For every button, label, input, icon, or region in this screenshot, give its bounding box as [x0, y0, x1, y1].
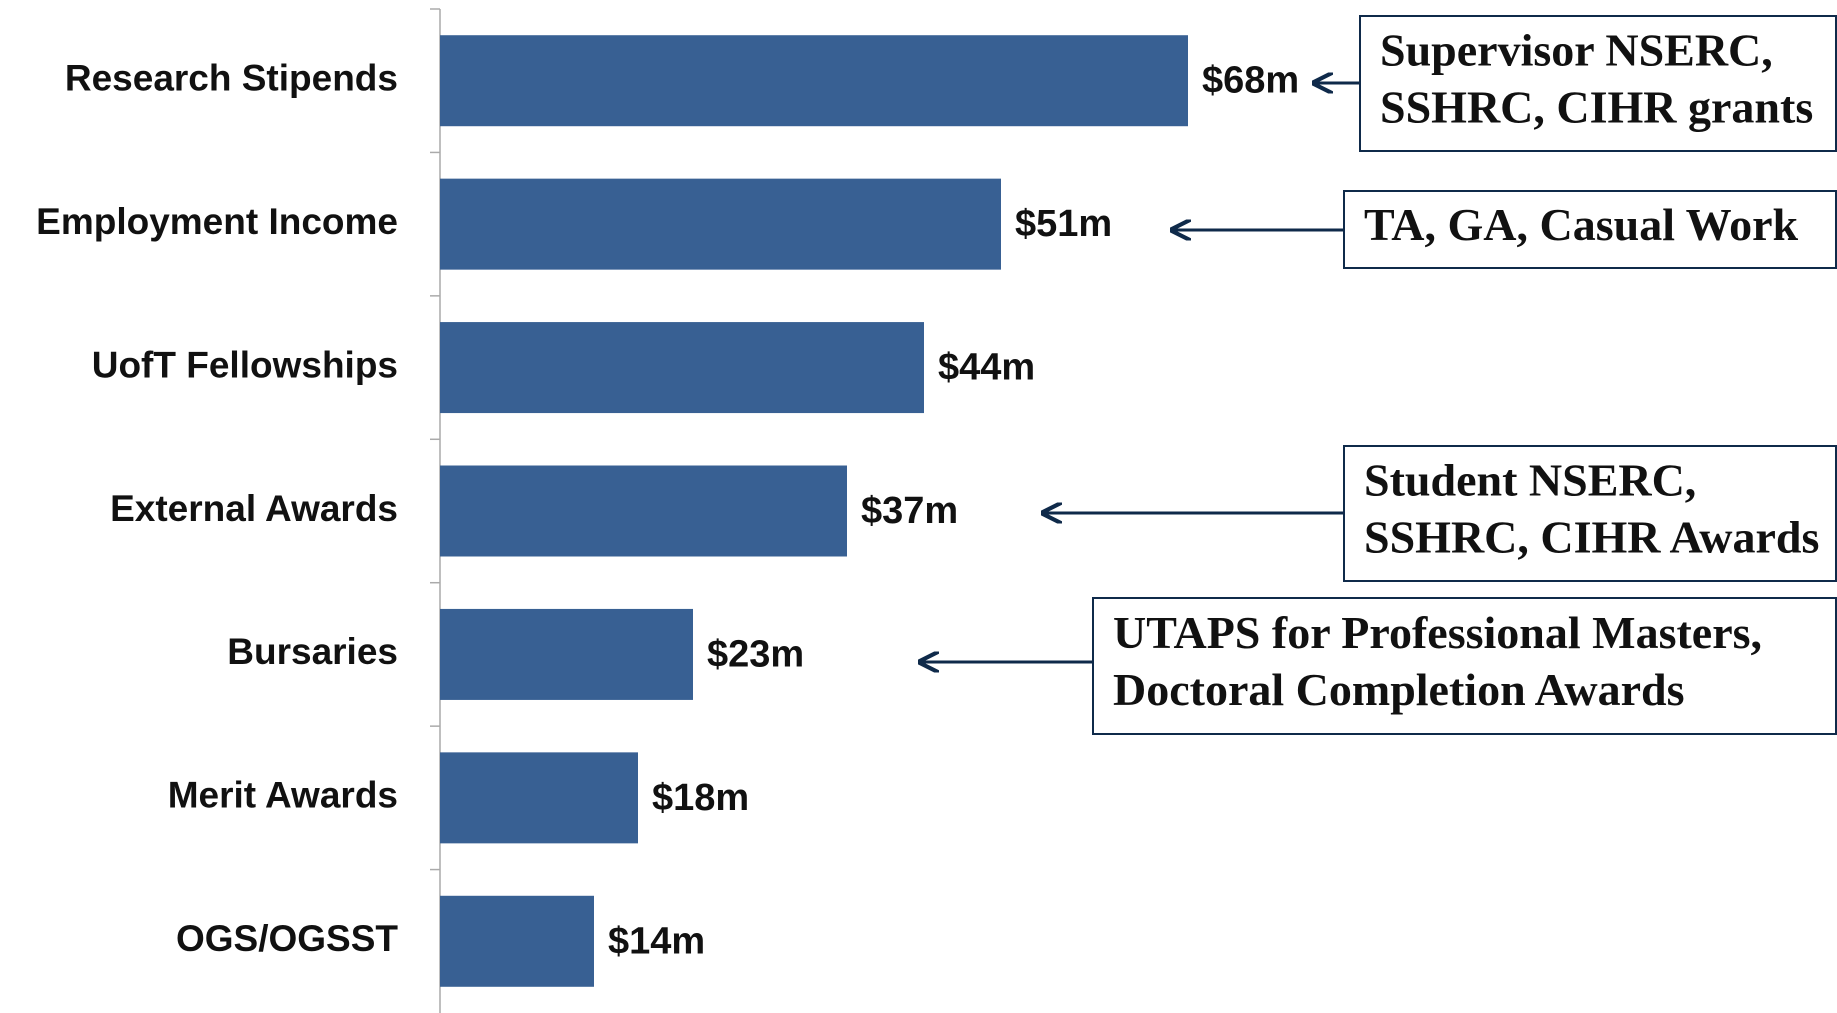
value-label: $44m: [938, 347, 1035, 389]
category-label: UofT Fellowships: [92, 344, 398, 385]
annotation-text: SSHRC, CIHR Awards: [1364, 512, 1819, 563]
annotation-text: Supervisor NSERC,: [1380, 25, 1773, 76]
annotation-box: [1092, 597, 1837, 735]
value-label: $68m: [1202, 60, 1299, 102]
value-label: $23m: [707, 633, 804, 675]
category-label: OGS/OGSST: [176, 918, 398, 959]
category-label: Merit Awards: [168, 775, 398, 816]
bar: [440, 35, 1188, 127]
annotation-text: Student NSERC,: [1364, 455, 1696, 506]
category-label: Bursaries: [227, 631, 398, 672]
value-label: $51m: [1015, 203, 1112, 245]
annotation-text: SSHRC, CIHR grants: [1380, 82, 1813, 133]
category-label: Research Stipends: [65, 57, 398, 98]
bar: [440, 322, 924, 414]
category-label: Employment Income: [36, 201, 398, 242]
annotation-text: TA, GA, Casual Work: [1364, 199, 1799, 250]
annotation-text: UTAPS for Professional Masters,: [1113, 607, 1762, 658]
value-label: $14m: [608, 920, 705, 962]
category-label: External Awards: [110, 488, 398, 529]
annotation-text: Doctoral Completion Awards: [1113, 664, 1685, 715]
bar: [440, 895, 594, 987]
value-label: $18m: [652, 777, 749, 819]
bar: [440, 178, 1001, 270]
annotation-box: [1343, 190, 1837, 269]
bar: [440, 752, 638, 844]
bar: [440, 608, 693, 700]
bar: [440, 465, 847, 557]
value-label: $37m: [861, 490, 958, 532]
